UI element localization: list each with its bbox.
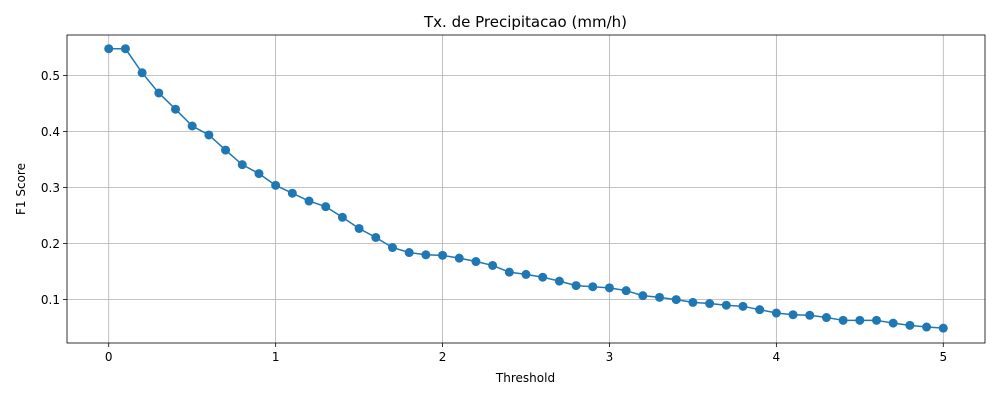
data-point bbox=[805, 310, 815, 320]
data-point bbox=[237, 160, 247, 170]
x-tick-label: 3 bbox=[606, 350, 614, 364]
data-point bbox=[872, 315, 882, 325]
data-point bbox=[688, 297, 698, 307]
plot-area-frame bbox=[66, 34, 986, 344]
y-tick-label: 0.3 bbox=[41, 181, 60, 195]
x-tick-label: 4 bbox=[773, 350, 781, 364]
data-point bbox=[938, 323, 948, 333]
data-point bbox=[855, 315, 865, 325]
data-point bbox=[755, 305, 765, 315]
y-tick-label: 0.4 bbox=[41, 125, 60, 139]
data-point bbox=[638, 291, 648, 301]
data-point bbox=[521, 269, 531, 279]
x-tick-label: 2 bbox=[439, 350, 447, 364]
data-point bbox=[221, 145, 231, 155]
data-point bbox=[287, 188, 297, 198]
data-point bbox=[922, 322, 932, 332]
data-point bbox=[137, 68, 147, 78]
data-point bbox=[104, 44, 114, 54]
data-point bbox=[905, 320, 915, 330]
data-point bbox=[404, 248, 414, 258]
data-point bbox=[671, 295, 681, 305]
data-point bbox=[621, 286, 631, 296]
data-point bbox=[705, 299, 715, 309]
data-point bbox=[788, 310, 798, 320]
data-point bbox=[821, 313, 831, 323]
data-point bbox=[387, 243, 397, 253]
data-point bbox=[888, 318, 898, 328]
data-point bbox=[771, 308, 781, 318]
data-point bbox=[488, 260, 498, 270]
data-point bbox=[721, 300, 731, 310]
data-point bbox=[204, 130, 214, 140]
data-point bbox=[170, 104, 180, 114]
data-point bbox=[271, 180, 281, 190]
data-point bbox=[438, 250, 448, 260]
series-markers bbox=[104, 44, 948, 333]
data-point bbox=[471, 257, 481, 267]
data-point bbox=[604, 283, 614, 293]
data-point bbox=[254, 169, 264, 179]
data-point bbox=[571, 281, 581, 291]
chart-title: Tx. de Precipitacao (mm/h) bbox=[423, 13, 627, 31]
data-point bbox=[120, 44, 130, 54]
data-point bbox=[538, 272, 548, 282]
data-point bbox=[354, 223, 364, 233]
x-tick-label: 5 bbox=[939, 350, 947, 364]
data-point bbox=[738, 301, 748, 311]
data-point bbox=[154, 88, 164, 98]
y-tick-label: 0.2 bbox=[41, 237, 60, 251]
grid bbox=[67, 35, 985, 343]
data-point bbox=[655, 292, 665, 302]
x-axis-label: Threshold bbox=[495, 371, 555, 385]
data-point bbox=[304, 196, 314, 206]
x-axis-ticks: 0 1 2 3 4 5 bbox=[105, 343, 947, 364]
data-point bbox=[321, 202, 331, 212]
data-point bbox=[371, 232, 381, 242]
data-point bbox=[588, 282, 598, 292]
x-tick-label: 0 bbox=[105, 350, 113, 364]
data-point bbox=[337, 212, 347, 222]
y-axis-label: F1 Score bbox=[14, 163, 28, 215]
y-axis-ticks: 0.1 0.2 0.3 0.4 0.5 bbox=[41, 69, 67, 307]
data-point bbox=[554, 276, 564, 286]
x-tick-label: 1 bbox=[272, 350, 280, 364]
data-point bbox=[421, 250, 431, 260]
y-tick-label: 0.5 bbox=[41, 69, 60, 83]
data-point bbox=[454, 253, 464, 263]
data-point bbox=[504, 267, 514, 277]
data-point bbox=[838, 315, 848, 325]
data-point bbox=[187, 121, 197, 131]
y-tick-label: 0.1 bbox=[41, 293, 60, 307]
